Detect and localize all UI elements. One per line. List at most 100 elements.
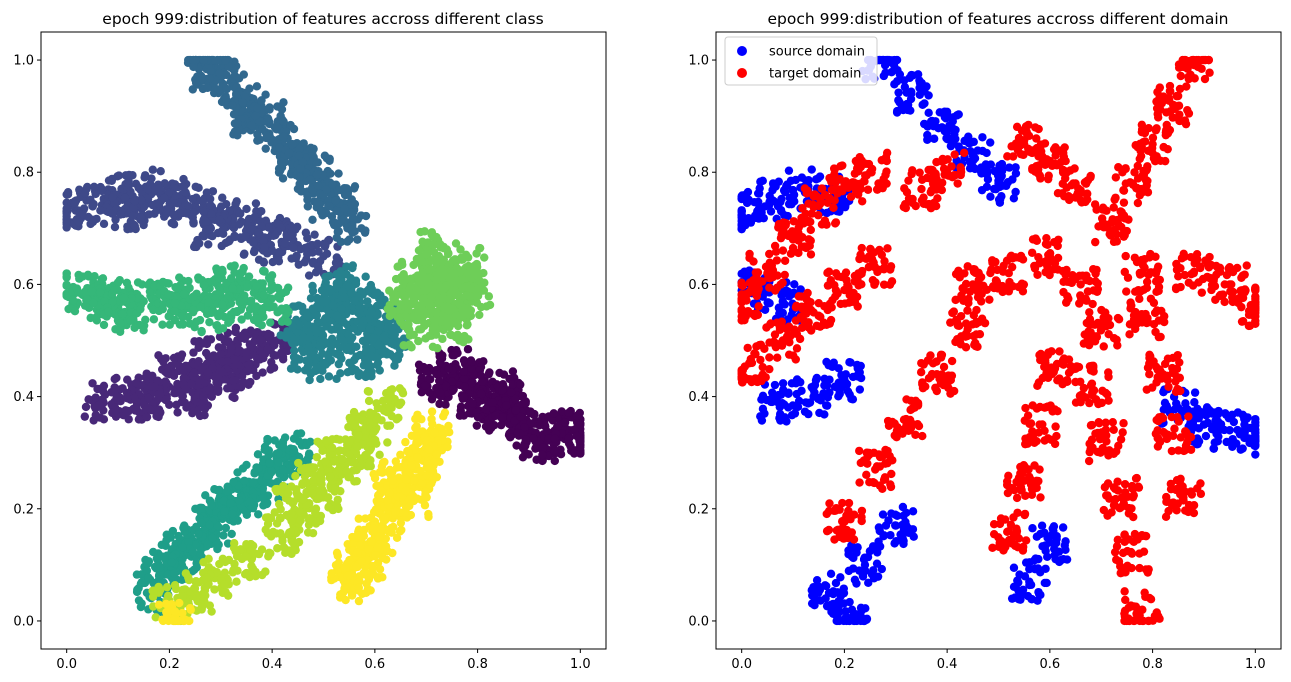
data-point-cloud — [188, 547, 198, 557]
data-point-cloud — [316, 340, 325, 350]
data-point-cloud — [445, 273, 455, 282]
data-point-cloud — [552, 422, 562, 432]
data-point-cloud — [248, 478, 258, 487]
data-point-cloud — [334, 504, 343, 514]
data-point-cloud — [237, 315, 246, 324]
series-3 — [183, 55, 371, 247]
data-point-cloud — [198, 197, 208, 207]
data-point-cloud — [333, 186, 342, 195]
data-point-cloud — [148, 371, 157, 381]
data-point-cloud — [205, 317, 214, 327]
data-point-cloud — [279, 481, 288, 491]
data-point-cloud — [116, 319, 125, 328]
data-point-cloud — [218, 300, 227, 309]
data-point-cloud — [312, 170, 322, 180]
data-point-cloud — [452, 256, 461, 266]
data-point-cloud — [70, 307, 80, 316]
data-point-cloud — [302, 356, 311, 365]
data-point-cloud — [197, 364, 206, 374]
data-point-cloud — [215, 332, 225, 342]
data-point-cloud — [284, 148, 294, 158]
data-point-cloud — [144, 573, 153, 582]
data-point-cloud — [181, 385, 191, 394]
data-point-cloud — [322, 249, 332, 258]
data-point-cloud — [325, 472, 335, 481]
data-point-cloud — [488, 398, 498, 407]
data-point-cloud — [388, 323, 397, 332]
data-point-cloud — [228, 101, 237, 110]
data-point-cloud — [199, 55, 209, 65]
data-point-cloud — [168, 616, 178, 626]
data-point-cloud — [233, 566, 242, 575]
data-point-cloud — [202, 188, 212, 197]
data-point-cloud — [111, 385, 120, 394]
data-point-cloud — [238, 371, 247, 381]
data-point-cloud — [369, 428, 378, 437]
data-point-cloud — [270, 436, 279, 445]
data-point-cloud — [405, 331, 415, 340]
data-point-cloud — [287, 223, 296, 232]
data-point-cloud — [170, 581, 180, 590]
data-point-cloud — [294, 260, 303, 269]
data-point-cloud — [138, 203, 147, 212]
data-point-cloud — [331, 196, 340, 206]
data-point-cloud — [496, 420, 506, 430]
data-point-cloud — [143, 185, 153, 194]
data-point-cloud — [316, 374, 325, 384]
data-point-cloud — [307, 489, 317, 498]
data-point-cloud — [158, 277, 168, 287]
data-point-cloud — [95, 384, 105, 394]
data-point-cloud — [313, 262, 323, 271]
data-point-cloud — [376, 320, 385, 330]
data-point-cloud — [259, 291, 269, 300]
data-point-cloud — [312, 452, 322, 462]
data-point-cloud — [476, 389, 486, 399]
data-point-cloud — [252, 82, 262, 91]
data-point-cloud — [451, 239, 461, 248]
data-point-cloud — [218, 324, 228, 333]
data-point-cloud — [576, 449, 585, 458]
data-point-cloud — [206, 200, 215, 210]
data-point-cloud — [393, 355, 403, 364]
data-point-cloud — [108, 192, 117, 202]
data-point-cloud — [119, 293, 129, 303]
class-scatter-points — [62, 55, 585, 626]
data-point-cloud — [491, 411, 500, 420]
data-point-cloud — [89, 182, 99, 192]
data-point-cloud — [487, 423, 496, 433]
data-point-cloud — [208, 533, 217, 543]
data-point-cloud — [497, 386, 507, 395]
data-point-cloud — [134, 596, 144, 605]
data-point-cloud — [142, 412, 152, 422]
data-point-cloud — [298, 157, 307, 167]
data-point-cloud — [576, 420, 585, 430]
data-point-cloud — [328, 301, 337, 310]
data-point-cloud — [68, 295, 78, 305]
data-point-cloud — [298, 495, 308, 504]
data-point-cloud — [221, 523, 231, 533]
data-point-cloud — [80, 412, 90, 421]
data-point-cloud — [357, 322, 366, 331]
data-point-cloud — [365, 460, 374, 469]
data-point-cloud — [130, 196, 139, 206]
data-point-cloud — [170, 607, 180, 616]
data-point-cloud — [104, 176, 114, 185]
data-point-cloud — [129, 203, 138, 212]
data-point-cloud — [259, 236, 268, 246]
data-point-cloud — [256, 335, 265, 345]
data-point-cloud — [181, 188, 190, 197]
data-point-cloud — [266, 532, 276, 541]
data-point-cloud — [422, 367, 431, 376]
data-point-cloud — [81, 402, 91, 412]
data-point-cloud — [366, 410, 375, 419]
data-point-cloud — [178, 320, 188, 329]
data-point-cloud — [72, 215, 82, 224]
data-point-cloud — [346, 208, 355, 217]
data-point-cloud — [295, 355, 304, 364]
data-point-cloud — [366, 308, 376, 317]
data-point-cloud — [516, 380, 525, 389]
data-point-cloud — [326, 286, 335, 296]
data-point-cloud — [345, 472, 355, 482]
data-point-cloud — [444, 364, 453, 373]
data-point-cloud — [286, 120, 295, 130]
